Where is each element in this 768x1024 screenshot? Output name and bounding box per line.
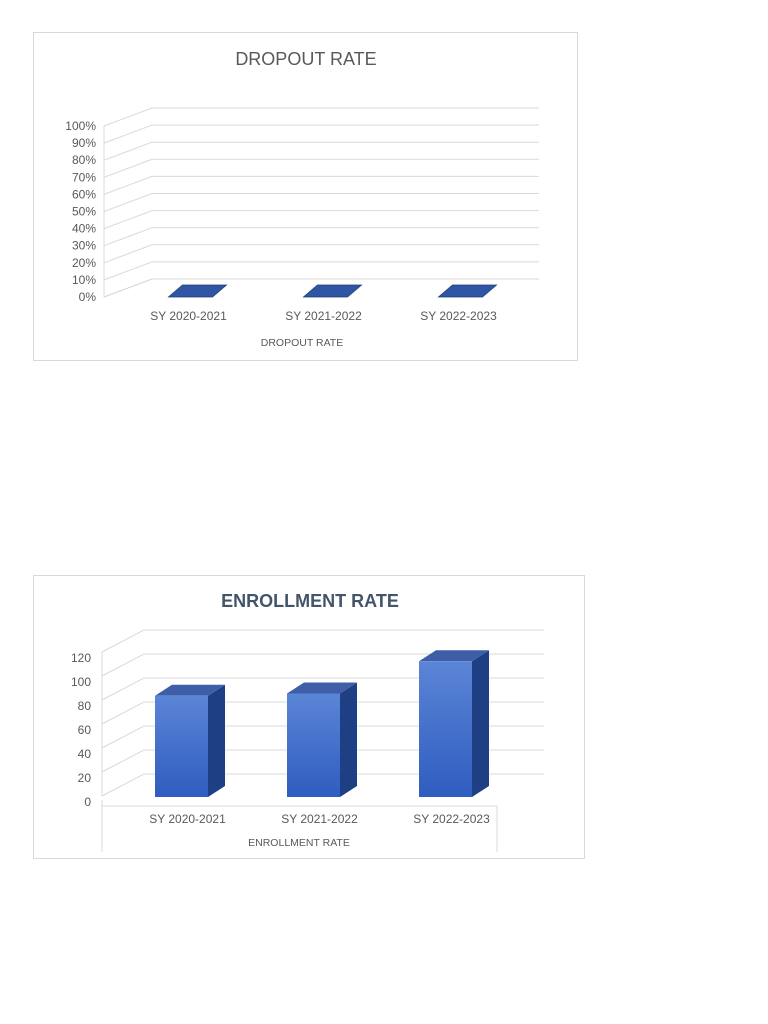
y-tick-label: 120 (71, 651, 91, 665)
y-tick-label: 0 (84, 795, 91, 809)
y-tick-label: 10% (72, 273, 96, 287)
gridline (103, 193, 539, 212)
y-tick-label: 60% (72, 187, 96, 201)
bar (302, 284, 363, 298)
y-tick-label: 90% (72, 136, 96, 150)
gridline (101, 677, 544, 701)
x-tick-label: SY 2022-2023 (420, 309, 497, 323)
bar (437, 284, 498, 298)
x-tick-label: SY 2022-2023 (413, 812, 490, 826)
gridline (101, 629, 544, 653)
x-tick-label: SY 2020-2021 (150, 309, 227, 323)
bar-top (287, 682, 357, 694)
gridline (103, 141, 539, 161)
bar-side (472, 650, 489, 797)
bar (419, 661, 472, 797)
bar (287, 693, 340, 797)
bar-top (155, 684, 225, 696)
y-tick-label: 50% (72, 205, 96, 219)
bar (155, 695, 208, 797)
gridline (101, 701, 544, 725)
gridline (103, 227, 539, 247)
y-tick-label: 40 (78, 747, 92, 761)
gridline (101, 725, 544, 749)
axis-depth-line (103, 278, 153, 298)
gridline (101, 773, 544, 797)
x-tick-label: SY 2021-2022 (285, 309, 362, 323)
gridline (103, 244, 539, 264)
y-tick-label: 70% (72, 170, 96, 184)
bar-side (340, 682, 357, 797)
y-tick-label: 80% (72, 153, 96, 167)
bar (167, 284, 228, 298)
y-tick-label: 100% (65, 119, 96, 133)
y-tick-label: 60 (78, 723, 92, 737)
gridline (103, 261, 539, 281)
gridline (103, 175, 539, 195)
dropout-chart-svg: DROPOUT RATE 0% 10% 20% 30% 40% 50% 60% 70% 80% 90… (65, 49, 539, 349)
y-tick-label: 80 (78, 699, 92, 713)
gridline (103, 124, 539, 144)
gridline (103, 158, 539, 178)
bar-side (208, 684, 225, 797)
gridline (103, 107, 539, 127)
y-tick-label: 20% (72, 256, 96, 270)
y-tick-label: 0% (79, 290, 97, 304)
gridline (101, 749, 544, 773)
enrollment-rate-chart: ENROLLMENT RATE 0 20 40 60 80 100 120 SY 2020-20… (33, 575, 585, 859)
chart-title: ENROLLMENT RATE (221, 591, 399, 611)
y-tick-label: 100 (71, 675, 91, 689)
dropout-rate-chart: DROPOUT RATE 0% 10% 20% 30% 40% 50% 60% 70% 80% 90… (33, 32, 578, 361)
chart-title: DROPOUT RATE (235, 49, 376, 69)
y-tick-label: 30% (72, 239, 96, 253)
gridline (103, 210, 539, 230)
y-tick-label: 20 (78, 771, 92, 785)
gridline (101, 653, 544, 677)
bar-top (419, 650, 489, 662)
enrollment-chart-svg: ENROLLMENT RATE 0 20 40 60 80 100 120 SY 2020-20… (71, 591, 544, 852)
x-axis-title: ENROLLMENT RATE (248, 837, 350, 849)
x-axis-title: DROPOUT RATE (261, 337, 343, 349)
x-tick-label: SY 2020-2021 (149, 812, 226, 826)
y-tick-label: 40% (72, 222, 96, 236)
category-axis-box (101, 800, 498, 852)
x-tick-label: SY 2021-2022 (281, 812, 358, 826)
